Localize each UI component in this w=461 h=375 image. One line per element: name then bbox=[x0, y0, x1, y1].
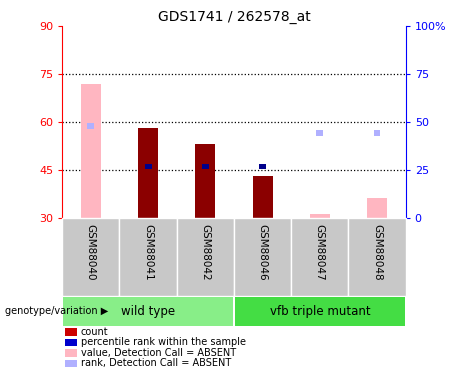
Bar bbox=[235, 297, 405, 326]
Text: GSM88048: GSM88048 bbox=[372, 224, 382, 280]
Text: value, Detection Call = ABSENT: value, Detection Call = ABSENT bbox=[81, 348, 236, 358]
Bar bbox=[349, 217, 406, 296]
Bar bbox=[234, 217, 291, 296]
Bar bbox=[195, 144, 215, 218]
Bar bbox=[253, 176, 272, 218]
Bar bbox=[138, 128, 158, 217]
Text: genotype/variation ▶: genotype/variation ▶ bbox=[5, 306, 108, 316]
Text: GSM88040: GSM88040 bbox=[86, 224, 96, 280]
Text: wild type: wild type bbox=[121, 305, 175, 318]
Text: count: count bbox=[81, 327, 108, 337]
Bar bbox=[88, 123, 95, 129]
Text: vfb triple mutant: vfb triple mutant bbox=[270, 305, 370, 318]
Text: rank, Detection Call = ABSENT: rank, Detection Call = ABSENT bbox=[81, 358, 231, 368]
Text: GSM88041: GSM88041 bbox=[143, 224, 153, 280]
Bar bbox=[202, 164, 209, 170]
Bar bbox=[81, 84, 101, 218]
Text: percentile rank within the sample: percentile rank within the sample bbox=[81, 338, 246, 347]
Bar bbox=[177, 217, 234, 296]
Bar bbox=[63, 297, 233, 326]
Bar bbox=[259, 164, 266, 170]
Bar bbox=[291, 217, 349, 296]
Bar bbox=[310, 214, 330, 217]
Bar bbox=[62, 217, 119, 296]
Bar bbox=[367, 198, 387, 217]
Text: GSM88046: GSM88046 bbox=[258, 224, 267, 280]
Text: GSM88042: GSM88042 bbox=[201, 224, 210, 280]
Title: GDS1741 / 262578_at: GDS1741 / 262578_at bbox=[158, 10, 310, 24]
Bar bbox=[145, 164, 152, 170]
Bar bbox=[373, 130, 380, 136]
Bar bbox=[119, 217, 177, 296]
Text: GSM88047: GSM88047 bbox=[315, 224, 325, 280]
Bar bbox=[316, 130, 323, 136]
